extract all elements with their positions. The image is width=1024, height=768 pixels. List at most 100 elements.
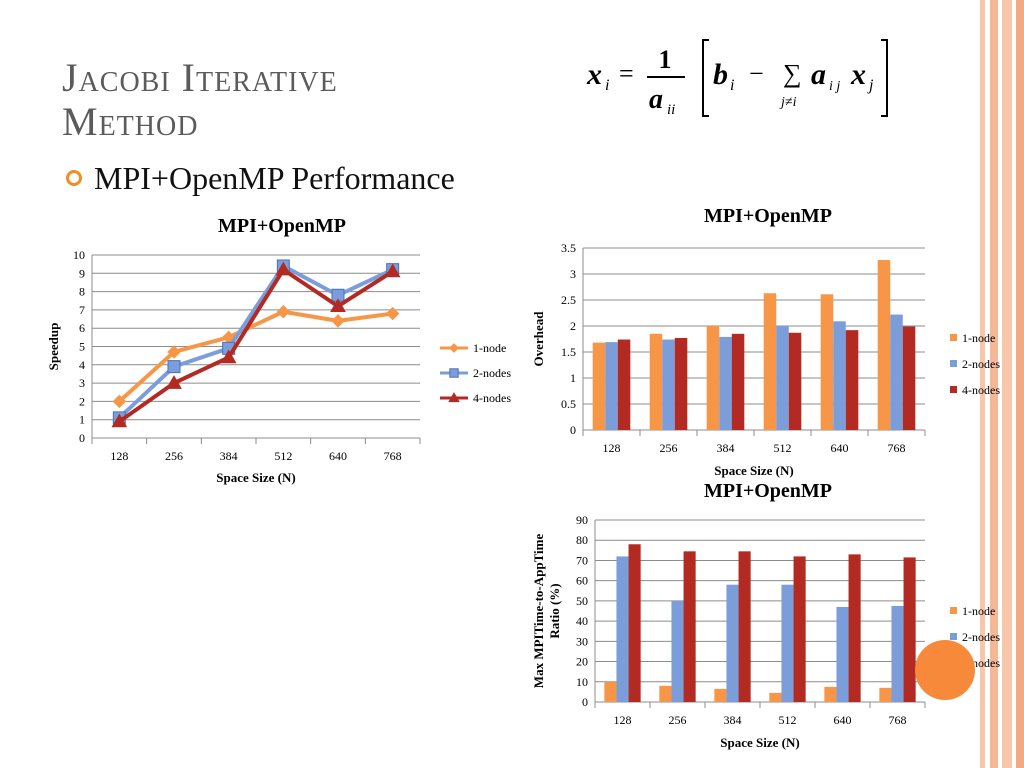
formula-x-sub: j [867, 77, 874, 94]
y-tick-label: 10 [73, 248, 85, 262]
data-point-4-nodes [166, 375, 182, 389]
formula-sigma: ∑ [783, 59, 802, 88]
bar-4-nodes [674, 337, 688, 430]
y-tick-label: 3.5 [561, 241, 576, 255]
bar-4-nodes [845, 330, 859, 430]
formula-frac-den-sub: ii [667, 102, 675, 118]
x-tick-label: 256 [165, 449, 183, 463]
bar-1-node [714, 688, 727, 702]
legend-swatch [950, 633, 957, 640]
bar-1-node [877, 259, 891, 430]
x-axis-label: Space Size (N) [720, 735, 799, 750]
x-tick-label: 384 [220, 449, 238, 463]
y-tick-label: 50 [576, 594, 588, 608]
x-tick-label: 768 [888, 441, 906, 455]
x-tick-label: 640 [329, 449, 347, 463]
series-line-2-nodes [117, 263, 394, 420]
data-point-4-nodes [330, 298, 346, 312]
y-tick-label: 60 [576, 574, 588, 588]
y-tick-label: 70 [576, 553, 588, 567]
bar-1-node [879, 687, 892, 702]
legend-swatch [950, 334, 957, 341]
bar-1-node [824, 686, 837, 702]
bar-1-node [659, 685, 672, 702]
bar-4-nodes [738, 551, 751, 702]
bullet-item: MPI+OpenMP Performance [66, 160, 455, 196]
x-tick-label: 512 [779, 713, 797, 727]
bar-2-nodes [671, 600, 684, 702]
bar-2-nodes [726, 584, 739, 702]
x-tick-label: 128 [614, 713, 632, 727]
formula-a-sub: i j [829, 79, 840, 94]
formula-minus: − [749, 59, 764, 88]
slide-title: Jacobi Iterative Method [62, 55, 338, 144]
legend-label: 1-node [473, 341, 506, 355]
data-point-4-nodes [111, 413, 128, 428]
x-tick-label: 128 [110, 449, 128, 463]
bar-4-nodes [617, 339, 631, 430]
bullet-text: MPI+OpenMP Performance [94, 159, 455, 196]
data-point-1-node [276, 305, 291, 319]
y-tick-label: 0 [582, 695, 588, 709]
bullet-circle-icon [66, 170, 82, 186]
bar-2-nodes [836, 606, 849, 702]
chart-title: MPI+OpenMP [704, 480, 832, 502]
data-point-4-nodes [275, 261, 292, 276]
y-tick-label: 30 [576, 634, 588, 648]
x-tick-label: 128 [603, 441, 621, 455]
y-axis-label: Max MPITime-to-AppTime [531, 534, 546, 689]
bar-2-nodes [776, 326, 789, 430]
mpitime-ratio-bar-chart: MPI+OpenMP 0 10 20 30 40 50 60 70 80 90 128 256 384 51… [531, 480, 1000, 750]
legend-marker [449, 368, 459, 378]
y-tick-label: 5 [79, 340, 85, 354]
legend-marker [449, 343, 459, 353]
y-tick-label: 90 [576, 513, 588, 527]
formula-sum-index: j≠i [779, 95, 797, 110]
overhead-bar-chart: MPI+OpenMP 0 0.5 1 1.5 2 2.5 3 3.5 128 256 384 512 64… [531, 205, 1000, 478]
y-tick-label: 2.5 [561, 293, 576, 307]
x-axis-label: Space Size (N) [714, 463, 793, 478]
x-tick-label: 512 [774, 441, 792, 455]
legend-swatch [950, 386, 957, 393]
bar-2-nodes [605, 342, 618, 430]
y-tick-label: 10 [576, 675, 588, 689]
formula-b-sub: i [730, 77, 734, 94]
bar-1-node [649, 333, 663, 430]
legend-marker [448, 392, 460, 403]
y-tick-label: 2 [79, 394, 85, 408]
y-axis-label: Overhead [531, 311, 546, 367]
legend-label: 1-node [962, 604, 995, 618]
x-tick-label: 640 [831, 441, 849, 455]
bar-2-nodes [781, 584, 794, 702]
y-tick-label: 1.5 [561, 345, 576, 359]
y-tick-label: 8 [79, 285, 85, 299]
formula-frac-den: a [649, 84, 663, 115]
bar-1-node [820, 294, 834, 430]
y-axis-label: Speedup [46, 323, 61, 371]
y-tick-label: 7 [79, 303, 85, 317]
x-tick-label: 384 [717, 441, 735, 455]
x-tick-label: 256 [660, 441, 678, 455]
bar-4-nodes [788, 332, 802, 430]
x-axis-label: Space Size (N) [216, 470, 295, 485]
formula-left-bracket [702, 39, 709, 117]
data-point-1-node [167, 345, 181, 359]
bar-4-nodes [731, 333, 745, 430]
legend-label: 2-nodes [962, 357, 1000, 371]
formula-frac-num: 1 [659, 45, 672, 74]
formula-b: b [713, 58, 728, 91]
jacobi-formula: x i = 1 a ii b i − ∑ j≠i a i j x j [585, 32, 905, 132]
data-point-4-nodes [220, 349, 237, 364]
y-tick-label: 3 [79, 376, 85, 390]
bar-1-node [604, 681, 617, 702]
bar-2-nodes [891, 605, 904, 702]
y-tick-label: 1 [79, 413, 85, 427]
y-tick-label: 0 [570, 423, 576, 437]
formula-lhs-sub: i [605, 77, 609, 94]
legend-label: 2-nodes [962, 630, 1000, 644]
legend-swatch [950, 607, 957, 614]
bar-4-nodes [848, 554, 861, 702]
y-tick-label: 40 [576, 614, 588, 628]
legend-swatch [950, 360, 957, 367]
formula-equals: = [619, 59, 634, 88]
